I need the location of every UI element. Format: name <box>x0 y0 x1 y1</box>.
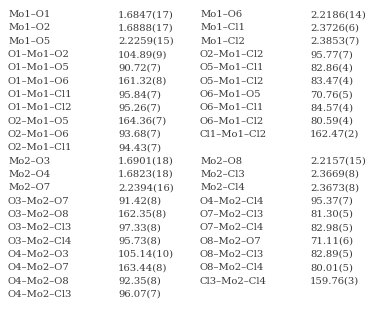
Text: Mo1–O1: Mo1–O1 <box>8 10 50 19</box>
Text: 1.6847(17): 1.6847(17) <box>118 10 174 19</box>
Text: Mo1–O5: Mo1–O5 <box>8 37 50 46</box>
Text: O4–Mo2–Cl3: O4–Mo2–Cl3 <box>8 290 72 299</box>
Text: 97.33(8): 97.33(8) <box>118 223 161 232</box>
Text: 82.89(5): 82.89(5) <box>310 250 353 259</box>
Text: O3–Mo2–Cl4: O3–Mo2–Cl4 <box>8 237 72 246</box>
Text: 84.57(4): 84.57(4) <box>310 103 353 112</box>
Text: 2.2157(15): 2.2157(15) <box>310 157 366 166</box>
Text: 1.6888(17): 1.6888(17) <box>118 24 174 33</box>
Text: 92.35(8): 92.35(8) <box>118 277 161 286</box>
Text: O7–Mo2–Cl4: O7–Mo2–Cl4 <box>200 223 264 232</box>
Text: 2.3673(8): 2.3673(8) <box>310 183 359 192</box>
Text: O1–Mo1–O5: O1–Mo1–O5 <box>8 63 70 72</box>
Text: O1–Mo1–Cl2: O1–Mo1–Cl2 <box>8 103 73 112</box>
Text: Cl3–Mo2–Cl4: Cl3–Mo2–Cl4 <box>200 277 267 286</box>
Text: 80.01(5): 80.01(5) <box>310 263 353 272</box>
Text: 1.6823(18): 1.6823(18) <box>118 170 174 179</box>
Text: 90.72(7): 90.72(7) <box>118 63 161 72</box>
Text: Mo1–Cl2: Mo1–Cl2 <box>200 37 245 46</box>
Text: O1–Mo1–Cl1: O1–Mo1–Cl1 <box>8 90 73 99</box>
Text: 105.14(10): 105.14(10) <box>118 250 174 259</box>
Text: 82.98(5): 82.98(5) <box>310 223 353 232</box>
Text: 164.36(7): 164.36(7) <box>118 117 167 126</box>
Text: 2.2259(15): 2.2259(15) <box>118 37 174 46</box>
Text: 162.47(2): 162.47(2) <box>310 130 359 139</box>
Text: 91.42(8): 91.42(8) <box>118 197 161 206</box>
Text: 2.3853(7): 2.3853(7) <box>310 37 359 46</box>
Text: O4–Mo2–O8: O4–Mo2–O8 <box>8 277 70 286</box>
Text: O5–Mo1–Cl2: O5–Mo1–Cl2 <box>200 77 264 86</box>
Text: Mo1–O6: Mo1–O6 <box>200 10 242 19</box>
Text: 2.2394(16): 2.2394(16) <box>118 183 174 192</box>
Text: 70.76(5): 70.76(5) <box>310 90 353 99</box>
Text: O8–Mo2–O7: O8–Mo2–O7 <box>200 237 262 246</box>
Text: 159.76(3): 159.76(3) <box>310 277 359 286</box>
Text: 2.3669(8): 2.3669(8) <box>310 170 359 179</box>
Text: O6–Mo1–O5: O6–Mo1–O5 <box>200 90 262 99</box>
Text: Mo2–O4: Mo2–O4 <box>8 170 50 179</box>
Text: 163.44(8): 163.44(8) <box>118 263 167 272</box>
Text: 82.86(4): 82.86(4) <box>310 63 353 72</box>
Text: 94.43(7): 94.43(7) <box>118 143 161 152</box>
Text: O3–Mo2–O8: O3–Mo2–O8 <box>8 210 70 219</box>
Text: 93.68(7): 93.68(7) <box>118 130 161 139</box>
Text: Mo2–O7: Mo2–O7 <box>8 183 50 192</box>
Text: O4–Mo2–Cl4: O4–Mo2–Cl4 <box>200 197 265 206</box>
Text: O3–Mo2–O7: O3–Mo2–O7 <box>8 197 70 206</box>
Text: 1.6901(18): 1.6901(18) <box>118 157 174 166</box>
Text: 96.07(7): 96.07(7) <box>118 290 161 299</box>
Text: O1–Mo1–O6: O1–Mo1–O6 <box>8 77 70 86</box>
Text: Cl1–Mo1–Cl2: Cl1–Mo1–Cl2 <box>200 130 267 139</box>
Text: 81.30(5): 81.30(5) <box>310 210 353 219</box>
Text: 162.35(8): 162.35(8) <box>118 210 167 219</box>
Text: O2–Mo1–Cl1: O2–Mo1–Cl1 <box>8 143 73 152</box>
Text: Mo2–Cl3: Mo2–Cl3 <box>200 170 245 179</box>
Text: O2–Mo1–Cl2: O2–Mo1–Cl2 <box>200 50 264 59</box>
Text: 83.47(4): 83.47(4) <box>310 77 353 86</box>
Text: 95.26(7): 95.26(7) <box>118 103 161 112</box>
Text: O2–Mo1–O6: O2–Mo1–O6 <box>8 130 70 139</box>
Text: 161.32(8): 161.32(8) <box>118 77 167 86</box>
Text: 95.84(7): 95.84(7) <box>118 90 161 99</box>
Text: 95.73(8): 95.73(8) <box>118 237 161 246</box>
Text: O1–Mo1–O2: O1–Mo1–O2 <box>8 50 70 59</box>
Text: Mo1–Cl1: Mo1–Cl1 <box>200 24 245 33</box>
Text: O4–Mo2–O7: O4–Mo2–O7 <box>8 263 70 272</box>
Text: Mo2–Cl4: Mo2–Cl4 <box>200 183 245 192</box>
Text: O8–Mo2–Cl3: O8–Mo2–Cl3 <box>200 250 264 259</box>
Text: Mo1–O2: Mo1–O2 <box>8 24 50 33</box>
Text: O3–Mo2–Cl3: O3–Mo2–Cl3 <box>8 223 72 232</box>
Text: O4–Mo2–O3: O4–Mo2–O3 <box>8 250 70 259</box>
Text: 2.3726(6): 2.3726(6) <box>310 24 359 33</box>
Text: O5–Mo1–Cl1: O5–Mo1–Cl1 <box>200 63 265 72</box>
Text: O8–Mo2–Cl4: O8–Mo2–Cl4 <box>200 263 264 272</box>
Text: 95.37(7): 95.37(7) <box>310 197 353 206</box>
Text: O7–Mo2–Cl3: O7–Mo2–Cl3 <box>200 210 264 219</box>
Text: 104.89(9): 104.89(9) <box>118 50 167 59</box>
Text: 71.11(6): 71.11(6) <box>310 237 353 246</box>
Text: O2–Mo1–O5: O2–Mo1–O5 <box>8 117 70 126</box>
Text: 80.59(4): 80.59(4) <box>310 117 353 126</box>
Text: O6–Mo1–Cl2: O6–Mo1–Cl2 <box>200 117 264 126</box>
Text: O6–Mo1–Cl1: O6–Mo1–Cl1 <box>200 103 264 112</box>
Text: Mo2–O3: Mo2–O3 <box>8 157 50 166</box>
Text: 2.2186(14): 2.2186(14) <box>310 10 366 19</box>
Text: 95.77(7): 95.77(7) <box>310 50 353 59</box>
Text: Mo2–O8: Mo2–O8 <box>200 157 242 166</box>
